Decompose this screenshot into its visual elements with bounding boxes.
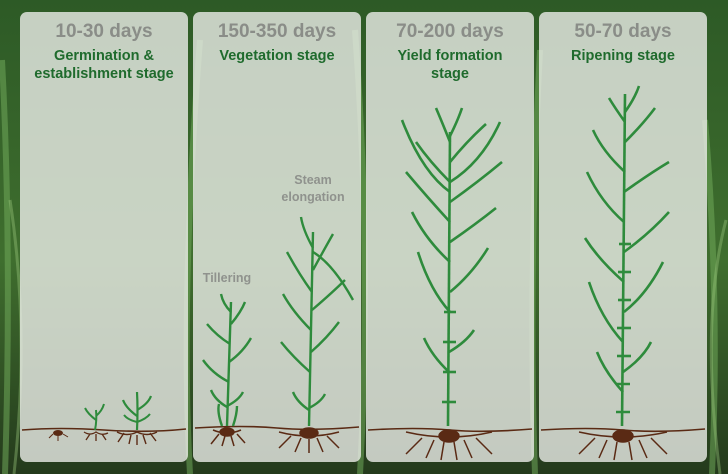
stage-title-line: Yield formation [397, 48, 503, 64]
stage-title-line: Vegetation stage [219, 48, 335, 64]
tillering-roots [210, 427, 246, 447]
stage-days: 50-70 days [574, 21, 672, 42]
tillering-label: Tillering [202, 271, 252, 285]
stage-title-line: Germination & [54, 48, 154, 64]
stem-elongation-plant-icon [280, 216, 355, 427]
seed-sprout-icon [48, 430, 69, 441]
stage-title: Germination & establishment stage [20, 47, 188, 83]
stage-title: Ripening stage [539, 47, 707, 65]
stage-title-line: Ripening stage [571, 48, 675, 64]
stage-title: Yield formation stage [366, 47, 534, 83]
tillering-plant-icon [202, 293, 253, 427]
ground-soil-line [21, 427, 187, 433]
stage-panel-vegetation: 150-350 days Vegetation stage Tillering … [193, 12, 361, 462]
steam-elongation-label-line: Steam [294, 173, 332, 187]
stage-days: 10-30 days [55, 21, 153, 42]
stage-panel-germination: 10-30 days Germination & establishment s… [20, 12, 188, 462]
established-seedling-icon [116, 391, 158, 445]
sugarcane-roots [405, 429, 493, 461]
stem-elongation-roots [278, 427, 340, 453]
ripe-sugarcane-roots [578, 429, 668, 461]
sugarcane-plant-icon [400, 107, 503, 427]
stage-title-line: establishment stage [34, 66, 174, 82]
stage-panel-yield-formation: 70-200 days Yield formation stage [366, 12, 534, 462]
stage-panel-ripening: 50-70 days Ripening stage [539, 12, 707, 462]
stage-title: Vegetation stage [193, 47, 361, 65]
stage-days: 150-350 days [217, 21, 337, 42]
steam-elongation-label-line: elongation [281, 190, 345, 204]
small-seedling-icon [83, 403, 109, 441]
stage-title-line: stage [431, 66, 469, 82]
ripe-sugarcane-plant-icon [583, 85, 670, 427]
ground-soil-line [194, 425, 360, 431]
steam-elongation-label: Steam elongation [273, 172, 353, 206]
stage-days: 70-200 days [396, 21, 504, 42]
